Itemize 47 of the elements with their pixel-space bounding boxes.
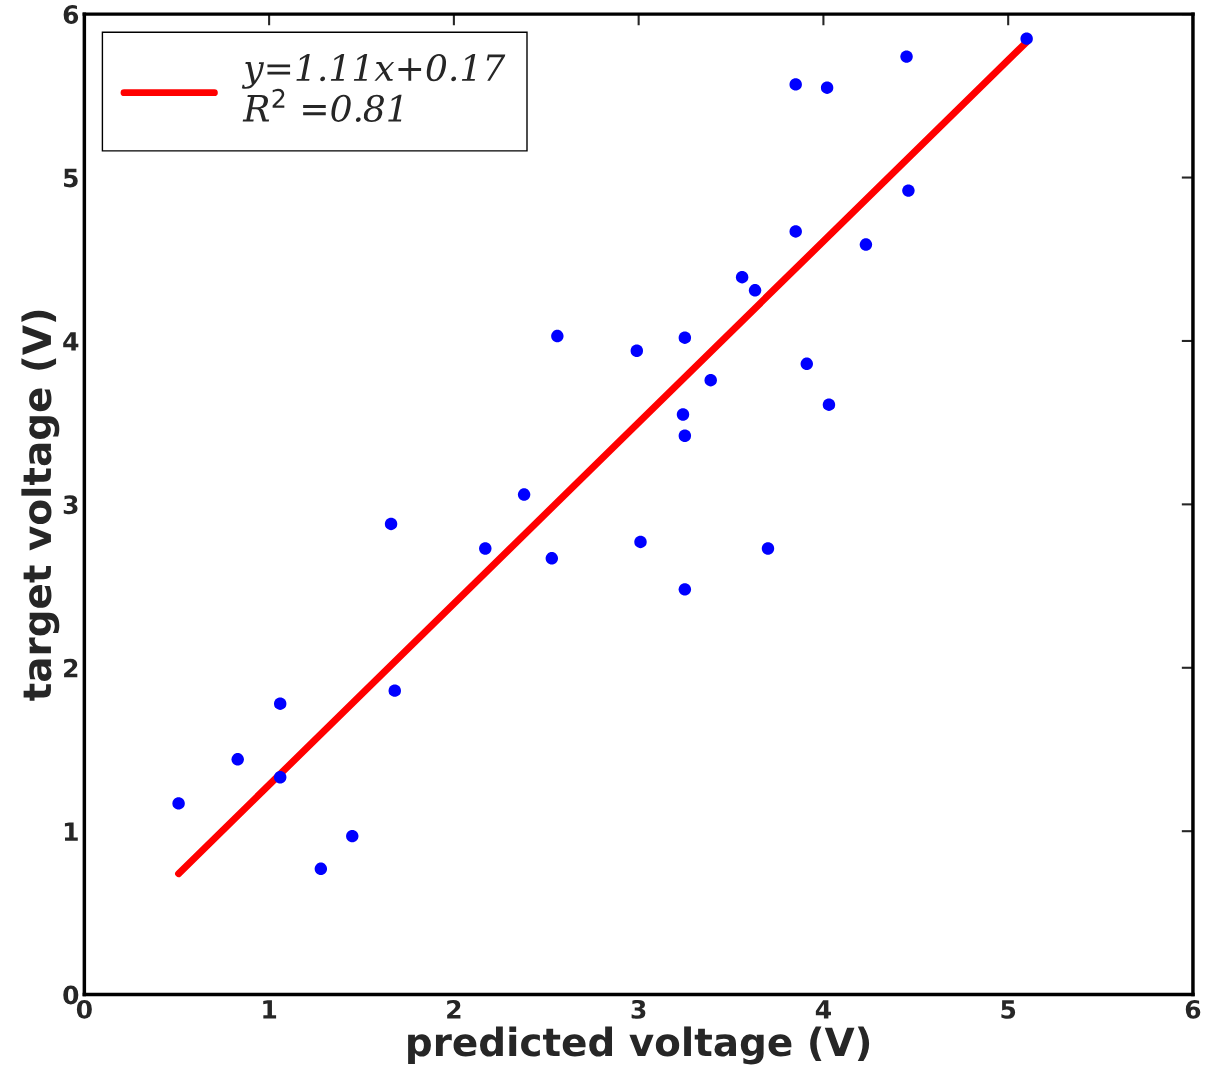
point — [800, 357, 813, 371]
point — [789, 225, 802, 238]
y-tick-label: 1 — [64, 822, 78, 841]
x-axis-title: predicted voltage (V) — [408, 1026, 870, 1065]
y-tick-label: 0 — [63, 985, 79, 1005]
point — [231, 753, 244, 766]
y-tick-label: 3 — [63, 495, 78, 515]
point — [314, 862, 328, 875]
point — [517, 488, 531, 501]
point — [900, 50, 913, 63]
point — [388, 684, 401, 697]
y-axis-title: target voltage (V) — [21, 310, 60, 701]
point — [678, 583, 692, 596]
y-tick-label: 6 — [63, 5, 79, 24]
point — [789, 78, 802, 91]
point — [676, 408, 690, 421]
y-tick-label: 2 — [64, 658, 78, 678]
point — [859, 238, 873, 251]
x-tick-label: 3 — [631, 999, 646, 1019]
point — [545, 552, 559, 565]
x-tick-label: 2 — [447, 999, 461, 1019]
point — [678, 429, 692, 442]
legend-label: y=1.11x+0.17 R$^{2}$ =0.81 — [241, 53, 506, 122]
point — [678, 331, 692, 344]
point — [822, 398, 836, 411]
x-tick-label: 1 — [263, 1000, 277, 1019]
point — [630, 344, 644, 357]
point — [902, 184, 915, 197]
point — [634, 535, 647, 549]
point — [346, 829, 359, 843]
point — [172, 797, 185, 810]
point — [704, 373, 717, 387]
point — [273, 697, 287, 710]
point — [820, 81, 834, 94]
point — [551, 329, 564, 343]
point — [735, 271, 749, 284]
point — [761, 542, 775, 555]
point — [479, 542, 492, 555]
x-tick-label: 4 — [815, 1000, 831, 1019]
point — [748, 284, 762, 297]
y-tick-label: 4 — [63, 332, 79, 351]
x-tick-label: 6 — [1185, 999, 1201, 1019]
y-tick-label: 5 — [64, 168, 78, 188]
x-tick-label: 5 — [1001, 1000, 1016, 1019]
point — [384, 517, 398, 531]
point — [1020, 32, 1033, 45]
point — [273, 771, 287, 784]
